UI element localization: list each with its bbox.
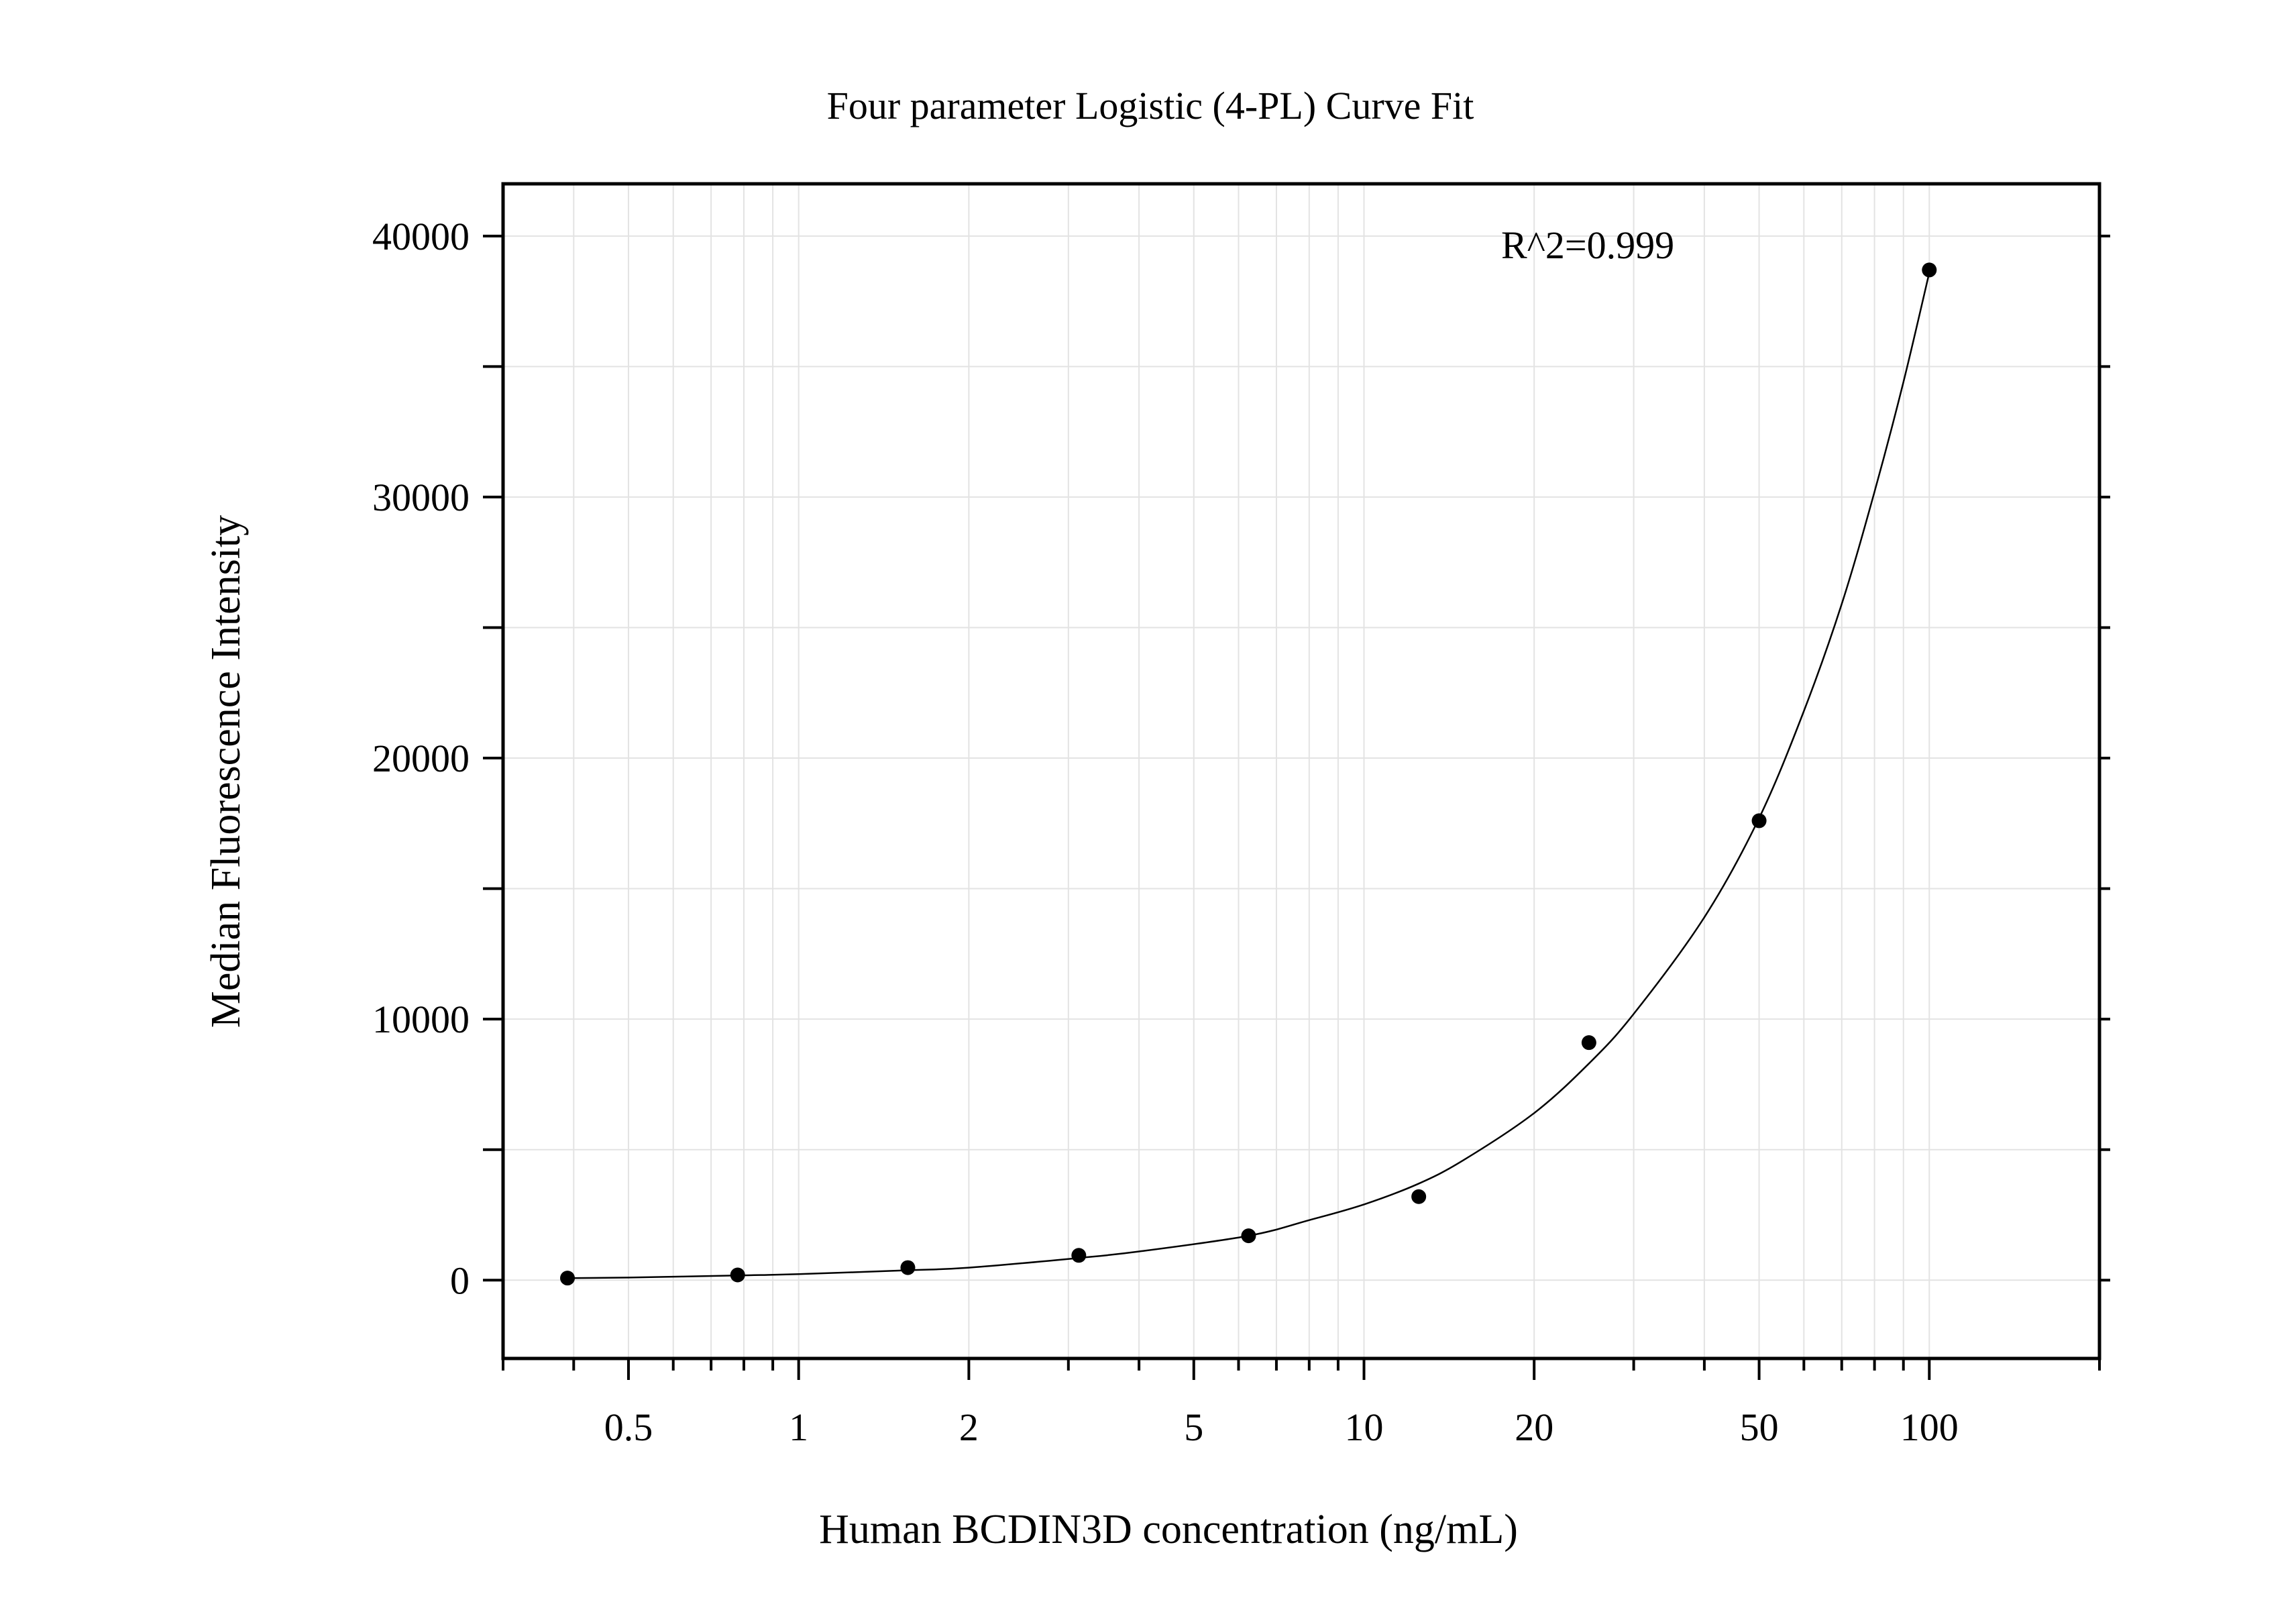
y-axis-ticks: 0 10000 20000 30000 40000: [372, 215, 2110, 1302]
y-tick-label: 40000: [372, 215, 470, 258]
data-point: [1071, 1248, 1087, 1263]
chart-title: Four parameter Logistic (4-PL) Curve Fit: [827, 84, 1474, 127]
x-tick-label: 100: [1900, 1405, 1959, 1449]
y-tick-label: 20000: [372, 737, 470, 780]
data-point: [1751, 813, 1767, 828]
plot-frame: [501, 182, 2101, 1360]
y-tick-label: 30000: [372, 476, 470, 519]
x-tick-label: 50: [1740, 1405, 1779, 1449]
x-tick-label: 5: [1184, 1405, 1203, 1449]
x-axis-ticks: 0.5 1 2 5 10 20 50 100: [502, 1358, 2101, 1449]
y-axis-label: Median Fluorescence Intensity: [203, 515, 249, 1028]
data-point: [1581, 1035, 1596, 1051]
x-axis-label: Human BCDIN3D concentration (ng/mL): [819, 1507, 1518, 1552]
data-point: [560, 1271, 576, 1286]
data-point: [1411, 1189, 1427, 1204]
data-point: [1922, 262, 1937, 278]
r-squared-annotation: R^2=0.999: [1501, 223, 1674, 267]
data-point: [1241, 1228, 1256, 1244]
y-tick-label: 10000: [372, 998, 470, 1041]
data-point: [900, 1260, 916, 1275]
x-tick-label: 10: [1344, 1405, 1383, 1449]
grid: [502, 184, 2100, 1358]
x-tick-label: 0.5: [604, 1405, 653, 1449]
y-tick-label: 0: [450, 1259, 470, 1302]
fit-curve: [567, 272, 1930, 1279]
data-point: [730, 1267, 745, 1283]
x-tick-label: 2: [959, 1405, 979, 1449]
x-tick-label: 20: [1515, 1405, 1553, 1449]
data-points: [560, 262, 1937, 1286]
x-tick-label: 1: [789, 1405, 808, 1449]
